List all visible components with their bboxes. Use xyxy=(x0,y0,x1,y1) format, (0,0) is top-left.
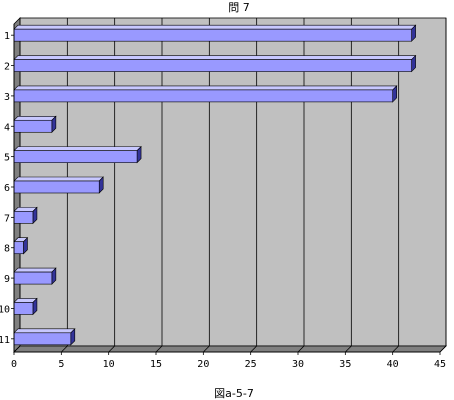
x-tick-label: 10 xyxy=(103,359,115,370)
y-tick-label: 7 xyxy=(4,213,10,224)
floor-gridline xyxy=(155,345,163,353)
floor-gridline xyxy=(392,345,399,353)
floor-gridline xyxy=(203,345,210,353)
plot-floor xyxy=(13,345,447,353)
floor-gridline xyxy=(13,345,21,353)
x-tick-label: 0 xyxy=(11,359,17,370)
y-tick-label: 5 xyxy=(4,153,10,164)
y-tick-label: 6 xyxy=(4,183,10,194)
x-tick-label: 45 xyxy=(434,359,446,370)
value-axis: 0 5 10 15 20 25 30 35 40 45 xyxy=(11,359,446,370)
bar xyxy=(13,211,34,224)
figure-caption: 図a-5-7 xyxy=(214,387,254,400)
bar xyxy=(13,119,53,133)
bar xyxy=(13,28,412,42)
y-tick-label: 9 xyxy=(4,274,10,285)
floor-gridline xyxy=(250,345,257,353)
x-tick-label: 20 xyxy=(197,359,209,370)
bar xyxy=(13,271,53,285)
y-tick-label: 3 xyxy=(4,92,10,103)
x-tick-label: 5 xyxy=(58,359,64,370)
bar xyxy=(13,180,100,194)
bar xyxy=(13,332,72,346)
bar-top-face xyxy=(13,55,417,60)
plot-area xyxy=(11,17,447,355)
y-tick-label: 2 xyxy=(4,62,10,73)
y-tick-label: 10 xyxy=(0,304,10,315)
chart-title: 問 7 xyxy=(228,1,250,14)
x-tick-label: 25 xyxy=(245,359,257,370)
bar xyxy=(13,302,34,315)
y-tick-label: 1 xyxy=(4,31,10,42)
floor-gridline xyxy=(439,345,447,353)
bar xyxy=(13,89,393,103)
x-tick-label: 30 xyxy=(292,359,304,370)
bar xyxy=(13,59,412,72)
y-tick-label: 4 xyxy=(4,122,10,133)
bar-top-face xyxy=(13,328,76,334)
floor-gridline xyxy=(61,345,68,353)
bar xyxy=(13,150,138,163)
bar-top-face xyxy=(13,176,104,182)
x-tick-label: 40 xyxy=(387,359,399,370)
bar-top-face xyxy=(13,267,57,273)
floor-gridline xyxy=(297,345,305,353)
bar-top-face xyxy=(13,85,398,91)
bar-top-face xyxy=(13,146,142,151)
y-tick-label: 11 xyxy=(0,335,10,346)
bar-top-face xyxy=(13,115,57,121)
floor-gridline xyxy=(108,345,115,353)
x-tick-label: 35 xyxy=(339,359,351,370)
floor-gridline xyxy=(345,345,352,353)
bar-top-face xyxy=(13,24,417,30)
y-tick-label: 8 xyxy=(4,244,10,255)
bar xyxy=(13,241,24,255)
x-tick-label: 15 xyxy=(150,359,162,370)
category-axis: 1 2 3 4 5 6 7 8 9 10 11 xyxy=(0,31,10,346)
